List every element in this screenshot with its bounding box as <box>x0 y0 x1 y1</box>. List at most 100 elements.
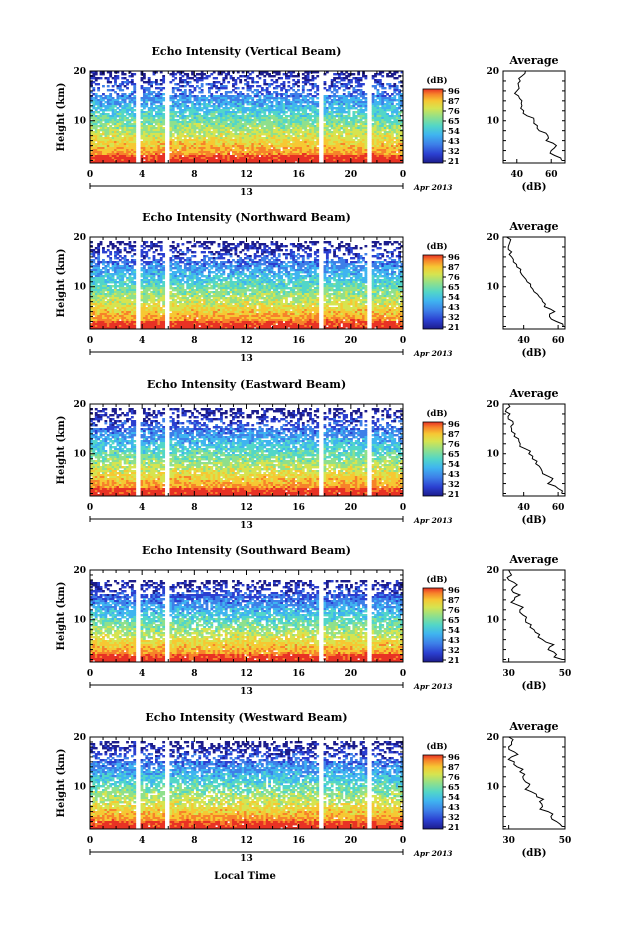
colorbar-tick-label: 21 <box>448 490 460 500</box>
x-tick-label: 20 <box>345 336 358 346</box>
profile-x-tick-label: 40 <box>517 503 530 513</box>
profile-x-tick-label: 60 <box>552 336 565 346</box>
profile-x-tick-label: 30 <box>502 836 515 846</box>
colorbar-tick-label: 65 <box>448 117 460 127</box>
colorbar-tick-label: 54 <box>448 793 460 803</box>
day-label: 13 <box>240 687 253 697</box>
colorbar-tick-label: 96 <box>448 586 460 596</box>
date-label: Apr 2013 <box>413 183 453 192</box>
y-axis-label: Height (km) <box>56 582 67 651</box>
x-axis-label: Local Time <box>214 871 276 882</box>
profile-title: Average <box>508 220 558 233</box>
x-tick-label: 8 <box>191 836 197 846</box>
colorbar-tick-label: 43 <box>448 803 460 813</box>
colorbar-tick-label: 65 <box>448 783 460 793</box>
y-axis-label: Height (km) <box>56 416 67 485</box>
profile-line <box>515 71 562 161</box>
x-tick-label: 0 <box>400 503 406 513</box>
x-tick-label: 16 <box>292 503 305 513</box>
panel-4: Echo Intensity (Southward Beam)1020Heigh… <box>56 544 571 697</box>
heatmap-field <box>90 408 403 496</box>
date-label: Apr 2013 <box>413 849 453 858</box>
colorbar <box>423 89 443 163</box>
y-tick-label: 20 <box>73 67 86 77</box>
x-tick-label: 16 <box>292 336 305 346</box>
profile-x-tick-label: 50 <box>559 836 572 846</box>
profile-x-tick-label: 60 <box>545 170 558 180</box>
colorbar-tick-label: 87 <box>448 763 460 773</box>
y-axis-label: Height (km) <box>56 249 67 318</box>
profile-y-tick-label: 20 <box>486 733 499 743</box>
panel-title: Echo Intensity (Vertical Beam) <box>151 45 341 58</box>
x-tick-label: 0 <box>400 836 406 846</box>
colorbar-unit: (dB) <box>426 574 447 585</box>
colorbar-tick-label: 54 <box>448 293 460 303</box>
profile-x-tick-label: 40 <box>517 336 530 346</box>
profile-frame <box>503 570 565 662</box>
panel-3: Echo Intensity (Eastward Beam)1020Height… <box>56 378 565 531</box>
y-tick-label: 20 <box>73 733 86 743</box>
profile-y-tick-label: 20 <box>486 566 499 576</box>
colorbar-tick-label: 87 <box>448 97 460 107</box>
x-tick-label: 4 <box>139 669 145 679</box>
colorbar-tick-label: 96 <box>448 87 460 97</box>
colorbar <box>423 255 443 329</box>
colorbar-tick-label: 76 <box>448 440 460 450</box>
x-tick-label: 16 <box>292 170 305 180</box>
profile-y-tick-label: 10 <box>486 616 499 626</box>
colorbar-tick-label: 96 <box>448 753 460 763</box>
colorbar-tick-label: 21 <box>448 323 460 333</box>
x-tick-label: 12 <box>240 669 253 679</box>
panel-5: Echo Intensity (Westward Beam)1020Height… <box>56 711 571 864</box>
x-tick-label: 20 <box>345 836 358 846</box>
x-tick-label: 12 <box>240 170 253 180</box>
day-label: 13 <box>240 188 253 198</box>
colorbar-tick-label: 32 <box>448 313 460 323</box>
colorbar-tick-label: 65 <box>448 616 460 626</box>
colorbar-tick-label: 21 <box>448 157 460 167</box>
y-tick-label: 10 <box>73 783 86 793</box>
heatmap-field <box>90 741 403 829</box>
profile-x-label: (dB) <box>522 848 547 859</box>
colorbar <box>423 755 443 829</box>
profile-title: Average <box>508 553 558 566</box>
profile-frame <box>503 237 565 329</box>
x-tick-label: 0 <box>87 170 93 180</box>
heatmap-field <box>90 580 403 662</box>
profile-title: Average <box>508 720 558 733</box>
x-tick-label: 0 <box>87 503 93 513</box>
x-tick-label: 16 <box>292 669 305 679</box>
profile-title: Average <box>508 387 558 400</box>
profile-y-tick-label: 10 <box>486 283 499 293</box>
panel-title: Echo Intensity (Westward Beam) <box>145 711 347 724</box>
colorbar-unit: (dB) <box>426 741 447 752</box>
colorbar-tick-label: 32 <box>448 480 460 490</box>
panel-title: Echo Intensity (Eastward Beam) <box>147 378 346 391</box>
date-label: Apr 2013 <box>413 349 453 358</box>
colorbar-tick-label: 65 <box>448 283 460 293</box>
profile-y-tick-label: 20 <box>486 400 499 410</box>
colorbar-tick-label: 54 <box>448 127 460 137</box>
profile-x-label: (dB) <box>522 348 547 359</box>
x-tick-label: 0 <box>87 836 93 846</box>
colorbar-tick-label: 76 <box>448 273 460 283</box>
x-tick-label: 8 <box>191 669 197 679</box>
colorbar <box>423 422 443 496</box>
profile-y-tick-label: 10 <box>486 117 499 127</box>
day-label: 13 <box>240 854 253 864</box>
colorbar-tick-label: 96 <box>448 253 460 263</box>
colorbar-tick-label: 87 <box>448 596 460 606</box>
x-tick-label: 20 <box>345 503 358 513</box>
heatmap-field <box>90 241 403 329</box>
colorbar-tick-label: 32 <box>448 646 460 656</box>
colorbar-unit: (dB) <box>426 75 447 86</box>
colorbar-tick-label: 54 <box>448 460 460 470</box>
x-tick-label: 0 <box>400 669 406 679</box>
x-tick-label: 4 <box>139 836 145 846</box>
y-tick-label: 20 <box>73 566 86 576</box>
day-label: 13 <box>240 521 253 531</box>
x-tick-label: 4 <box>139 503 145 513</box>
x-tick-label: 16 <box>292 836 305 846</box>
x-tick-label: 0 <box>87 669 93 679</box>
